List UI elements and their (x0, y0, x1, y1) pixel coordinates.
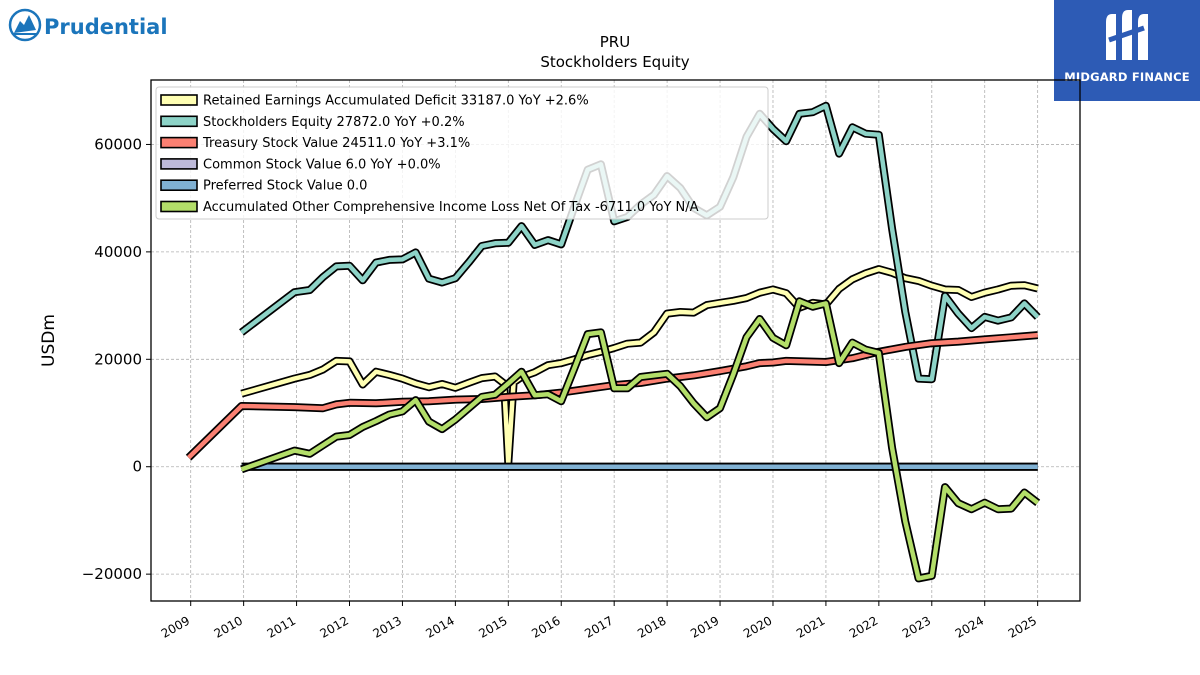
series-line (187, 332, 1038, 460)
series-line (240, 299, 1040, 581)
legend-swatch (160, 158, 198, 170)
series-line (240, 266, 1039, 466)
series-0 (240, 265, 1039, 468)
series-2 (185, 331, 1039, 461)
legend-entry: Preferred Stock Value 0.0 (203, 179, 367, 194)
x-tick-label: 2015 (476, 613, 509, 640)
legend-swatch (160, 94, 198, 106)
midgard-finance-logo: MIDGARD FINANCE (1054, 0, 1200, 101)
y-tick-label: −20000 (82, 565, 142, 583)
midgard-finance-logo-text: MIDGARD FINANCE (1064, 70, 1190, 84)
legend-entry: Stockholders Equity 27872.0 YoY +0.2% (203, 115, 465, 130)
x-tick-label: 2020 (741, 613, 774, 640)
x-tick-label: 2009 (159, 613, 192, 640)
series-5 (240, 297, 1041, 583)
y-tick-label: 40000 (94, 243, 142, 261)
x-tick-label: 2011 (265, 613, 298, 640)
y-tick-label: 0 (132, 458, 142, 476)
x-tick-label: 2016 (529, 613, 562, 640)
rock-of-gibraltar-icon: Prudential (8, 8, 168, 42)
y-tick-label: 60000 (94, 135, 142, 153)
x-tick-label: 2022 (847, 613, 880, 640)
chart-subtitle: Stockholders Equity (540, 53, 689, 71)
x-tick-label: 2014 (423, 613, 456, 640)
prudential-logo: Prudential (8, 6, 178, 46)
series-lines (185, 101, 1041, 583)
midgard-m-icon (1106, 10, 1148, 60)
legend-swatch (160, 200, 198, 213)
legend-swatch (160, 136, 198, 149)
y-axis-label: USDm (39, 314, 59, 367)
x-tick-label: 2017 (582, 613, 615, 640)
x-tick-label: 2010 (212, 613, 245, 640)
x-tick-label: 2023 (900, 613, 933, 640)
plot-frame (150, 79, 1081, 602)
legend-box (155, 86, 769, 220)
x-tick-label: 2018 (635, 613, 668, 640)
x-tick-label: 2025 (1006, 613, 1039, 640)
y-tick-label: 20000 (94, 350, 142, 368)
legend-entry: Accumulated Other Comprehensive Income L… (203, 200, 699, 215)
prudential-logo-text: Prudential (44, 15, 168, 39)
x-tick-label: 2012 (318, 613, 351, 640)
legend: Retained Earnings Accumulated Deficit 33… (155, 86, 769, 220)
chart-title: PRU (600, 33, 630, 51)
legend-swatch (160, 179, 198, 191)
x-tick-label: 2021 (794, 613, 827, 640)
x-tick-label: 2013 (370, 613, 403, 640)
legend-entry: Common Stock Value 6.0 YoY +0.0% (203, 157, 441, 172)
legend-entry: Retained Earnings Accumulated Deficit 33… (203, 94, 589, 109)
x-tick-label: 2019 (688, 613, 721, 640)
legend-entry: Treasury Stock Value 24511.0 YoY +3.1% (202, 136, 470, 151)
legend-swatch (160, 115, 198, 128)
x-tick-label: 2024 (953, 613, 986, 640)
